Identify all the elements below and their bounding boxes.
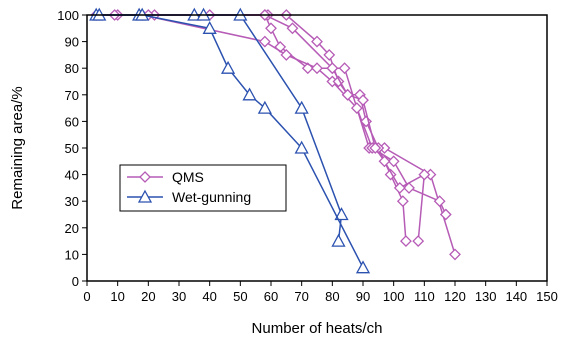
legend-marker-diamond — [139, 171, 151, 183]
series-layer — [89, 7, 461, 274]
y-tick-label: 70 — [65, 88, 79, 103]
data-point-qms — [403, 181, 415, 194]
x-tick-label: 80 — [325, 289, 339, 304]
x-tick-label: 0 — [83, 289, 90, 304]
data-point-wet-gunning — [331, 233, 346, 247]
x-tick-label: 110 — [414, 289, 435, 304]
x-tick-label: 130 — [475, 289, 497, 304]
data-point-qms — [360, 115, 372, 128]
data-point-qms — [286, 22, 299, 35]
data-point-qms — [341, 88, 354, 101]
x-tick-label: 140 — [505, 289, 527, 304]
data-point-qms — [311, 62, 323, 75]
y-tick-label: 0 — [72, 274, 79, 289]
x-tick-label: 90 — [356, 289, 370, 304]
data-point-qms — [418, 168, 431, 181]
y-axis-label: Remaining area/% — [9, 86, 26, 209]
y-tick-label: 50 — [65, 141, 79, 156]
data-point-qms — [400, 235, 412, 248]
data-point-qms — [323, 48, 336, 61]
data-point-wet-gunning — [257, 100, 272, 114]
x-tick-label: 20 — [141, 289, 155, 304]
data-point-qms — [387, 155, 400, 168]
x-tick-label: 30 — [172, 289, 186, 304]
y-tick-label: 90 — [65, 35, 79, 50]
data-point-qms — [350, 102, 363, 115]
x-tick-label: 50 — [233, 289, 247, 304]
data-point-qms — [439, 208, 452, 221]
series-line-wet-gunning — [99, 14, 364, 269]
data-point-qms — [258, 35, 271, 48]
x-tick-label: 10 — [110, 289, 124, 304]
y-tick-label: 80 — [65, 61, 79, 76]
y-tick-label: 20 — [65, 221, 79, 236]
x-tick-label: 60 — [264, 289, 278, 304]
data-point-qms — [369, 142, 382, 154]
legend-box — [119, 164, 287, 212]
y-tick-label: 10 — [65, 247, 79, 262]
data-point-qms — [393, 181, 406, 194]
legend-label-wet-gunning: Wet-gunning — [172, 189, 251, 205]
series-line-qms — [96, 14, 456, 255]
y-axis: 0 10 20 30 40 50 60 70 80 90 100 — [57, 8, 87, 289]
data-point-qms — [412, 235, 425, 248]
data-point-qms — [433, 195, 446, 208]
data-point-wet-gunning — [334, 207, 349, 221]
data-point-qms — [311, 35, 323, 48]
data-point-wet-gunning — [242, 87, 257, 101]
x-tick-label: 150 — [536, 289, 558, 304]
x-tick-label: 100 — [383, 289, 405, 304]
legend: QMS Wet-gunning — [119, 164, 287, 212]
y-tick-label: 30 — [65, 194, 79, 209]
legend-marker-triangle — [137, 189, 153, 203]
data-point-wet-gunning — [355, 260, 371, 274]
data-point-qms — [265, 22, 277, 35]
data-point-qms — [338, 62, 351, 75]
x-tick-label: 70 — [294, 289, 308, 304]
data-point-wet-gunning — [294, 140, 309, 154]
x-tick-label: 40 — [202, 289, 216, 304]
data-point-qms — [326, 62, 339, 75]
data-point-qms — [357, 94, 369, 107]
data-point-qms — [378, 155, 391, 168]
x-tick-label: 120 — [444, 289, 466, 304]
y-tick-label: 60 — [65, 114, 79, 129]
data-point-qms — [396, 195, 409, 208]
x-axis-label: Number of heats/ch — [252, 320, 383, 337]
data-point-qms — [449, 248, 461, 261]
data-point-wet-gunning — [202, 20, 217, 34]
x-axis: 0 10 20 30 40 50 60 70 80 90 100 110 120 130 140 150 — [83, 281, 558, 304]
data-point-wet-gunning — [220, 60, 236, 74]
data-point-qms — [280, 48, 293, 61]
y-tick-label: 40 — [65, 168, 79, 183]
y-tick-label: 100 — [57, 8, 79, 23]
data-point-qms — [301, 62, 314, 75]
legend-label-qms: QMS — [172, 169, 204, 185]
data-point-qms — [332, 75, 345, 88]
data-point-wet-gunning — [294, 100, 309, 114]
